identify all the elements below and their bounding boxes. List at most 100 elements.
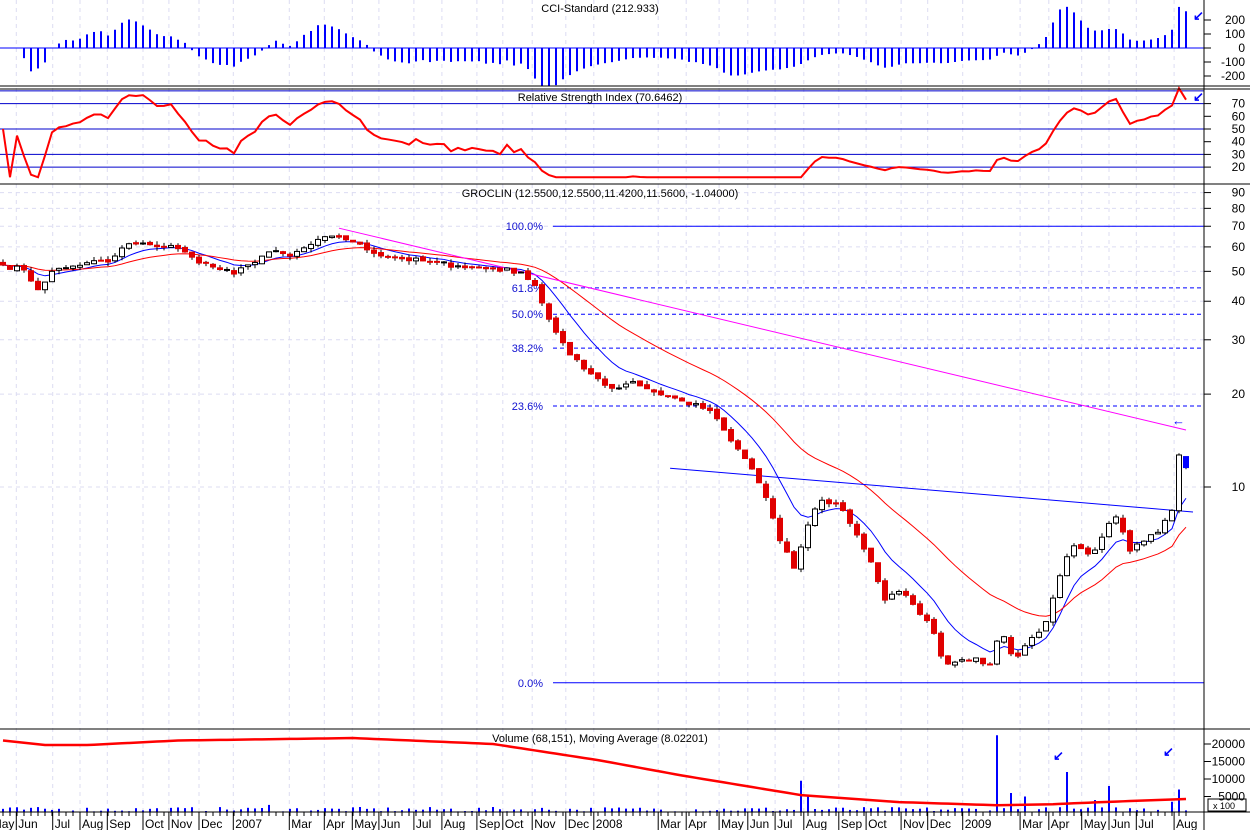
candle xyxy=(714,406,720,422)
volume-tick-label: 20000 xyxy=(1212,737,1246,751)
candle-body xyxy=(259,255,265,265)
candle-body xyxy=(182,246,188,253)
candle xyxy=(1148,534,1154,544)
candle-body xyxy=(882,580,888,601)
candle xyxy=(924,612,930,623)
volume-tick-label: 15000 xyxy=(1212,755,1246,769)
candle xyxy=(315,235,321,248)
candle-body xyxy=(224,268,230,271)
candle-body xyxy=(476,266,482,269)
candle-body xyxy=(644,384,650,390)
candle-body xyxy=(588,368,594,375)
candle-body xyxy=(945,655,951,665)
price-tick-label: 70 xyxy=(1232,219,1246,233)
candle xyxy=(756,468,762,484)
candle xyxy=(1022,643,1028,656)
candle xyxy=(161,242,167,251)
x-tick-label: Jul xyxy=(416,817,431,830)
candle xyxy=(1036,628,1042,639)
candle xyxy=(686,401,692,408)
x-tick-label: Mar xyxy=(660,817,681,830)
candle-body xyxy=(1162,519,1168,534)
candle xyxy=(91,257,97,265)
candle-body xyxy=(770,498,776,519)
candle-body xyxy=(1029,637,1035,646)
candle xyxy=(616,384,622,390)
x-tick-label: Aug xyxy=(82,817,103,830)
candle xyxy=(952,660,958,668)
candle-body xyxy=(483,266,489,270)
candle xyxy=(350,239,356,243)
candle xyxy=(385,254,391,259)
candle xyxy=(875,562,881,584)
candle xyxy=(252,259,258,269)
candle-body xyxy=(21,264,27,271)
x-tick-label: May xyxy=(354,817,377,830)
candle xyxy=(322,235,328,243)
candle-body xyxy=(280,251,286,255)
ma-fast-line xyxy=(2,241,1187,653)
candle xyxy=(259,255,265,265)
x-tick-label: 2008 xyxy=(596,817,623,830)
candle-body xyxy=(238,267,244,274)
candle-body xyxy=(161,245,167,248)
candle xyxy=(469,265,475,270)
candle xyxy=(889,590,895,600)
candle xyxy=(217,264,223,271)
candle-body xyxy=(511,267,517,274)
candle-body xyxy=(637,380,643,387)
candle-body xyxy=(217,267,223,271)
candle-body xyxy=(336,235,342,238)
candle xyxy=(511,267,517,277)
candle-body xyxy=(679,397,685,402)
candle-body xyxy=(35,280,41,291)
x-tick-label: Oct xyxy=(145,817,164,830)
candle xyxy=(707,404,713,414)
candle-body xyxy=(1127,530,1133,552)
candle-body xyxy=(518,271,524,274)
candle xyxy=(588,365,594,375)
x-tick-label: Oct xyxy=(868,817,887,830)
candle-body xyxy=(343,235,349,241)
volume-unit-box xyxy=(1207,798,1247,812)
candle xyxy=(1134,541,1140,553)
candle xyxy=(861,532,867,553)
price-tick-label: 40 xyxy=(1232,294,1246,308)
candle xyxy=(371,246,377,258)
ma-slow-line xyxy=(2,247,1187,617)
candle-body xyxy=(875,562,881,583)
volume-arrow-icon: ↙ xyxy=(1053,748,1064,763)
trendline-upper xyxy=(338,227,1187,431)
candle xyxy=(847,508,853,527)
x-tick-label: Jul xyxy=(55,817,70,830)
candle-body xyxy=(854,523,860,536)
candle xyxy=(63,264,69,270)
fib-level-label: 50.0% xyxy=(512,309,543,321)
candle-body xyxy=(42,281,48,291)
candle-body xyxy=(1085,547,1091,555)
candle xyxy=(700,400,706,410)
candle-body xyxy=(1022,645,1028,656)
candle-body xyxy=(7,265,13,270)
candle xyxy=(833,499,839,508)
candle xyxy=(1001,635,1007,644)
candle-body xyxy=(539,284,545,304)
candle-body xyxy=(728,429,734,442)
candle xyxy=(525,268,531,281)
x-tick-label: Mar xyxy=(291,817,312,830)
candle xyxy=(77,262,83,271)
candle xyxy=(896,589,902,596)
candle-body xyxy=(686,401,692,406)
candle xyxy=(777,514,783,544)
candle xyxy=(735,439,741,452)
cci-tick-label: 100 xyxy=(1225,27,1245,41)
candle-body xyxy=(546,303,552,320)
candle xyxy=(420,255,426,262)
candle xyxy=(546,302,552,323)
cci-tick-label: -200 xyxy=(1221,69,1245,83)
candle xyxy=(1141,540,1147,547)
candle xyxy=(742,449,748,460)
candle xyxy=(294,248,300,260)
candle xyxy=(399,254,405,262)
price-title: GROCLIN (12.5500,12.5500,11.4200,11.5600… xyxy=(462,188,739,200)
